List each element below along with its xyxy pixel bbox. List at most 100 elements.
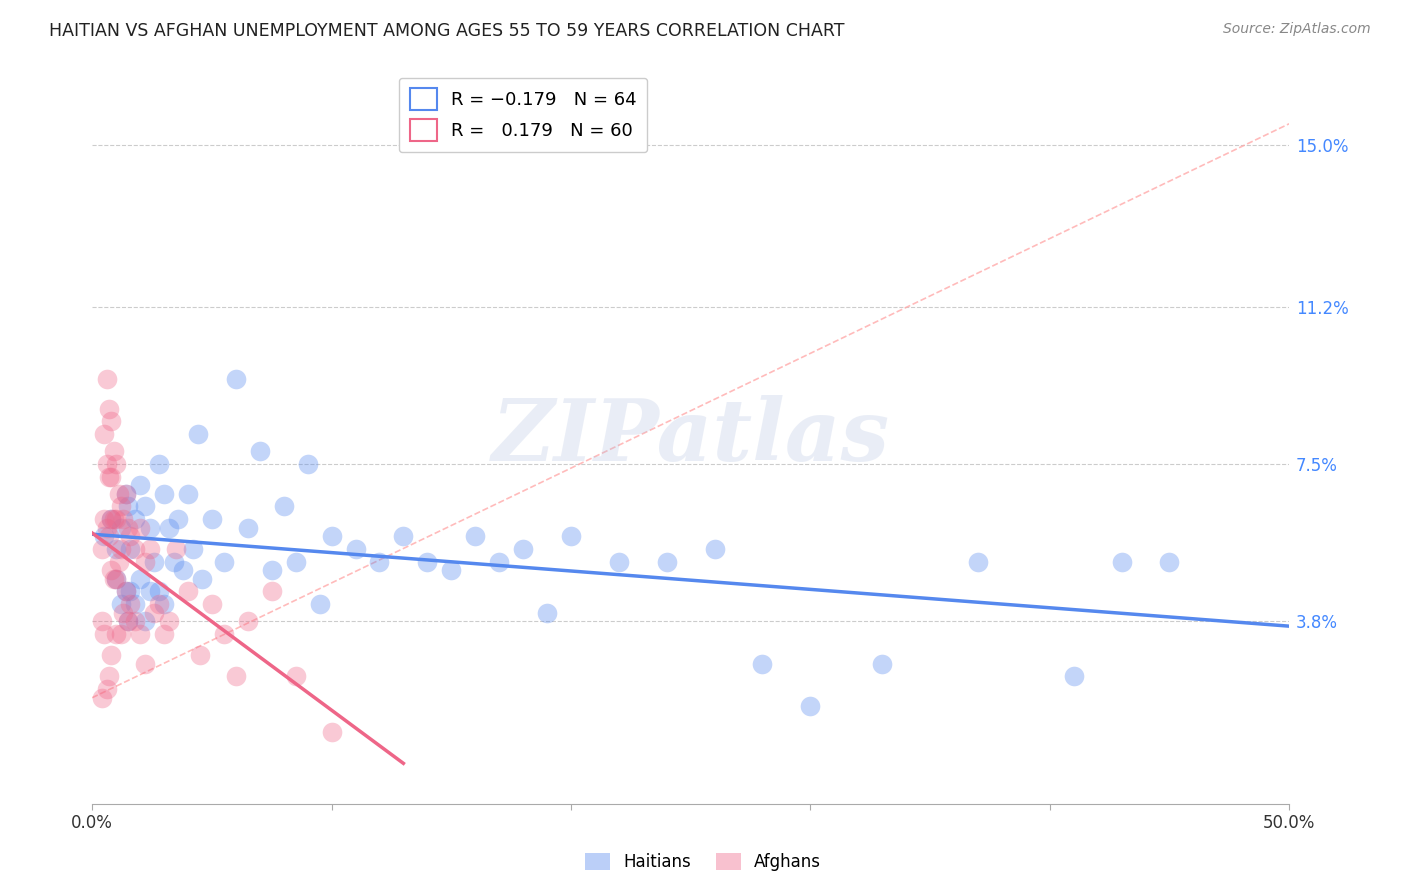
Point xyxy=(100,512,122,526)
Point xyxy=(93,627,115,641)
Point xyxy=(464,529,486,543)
Point xyxy=(100,563,122,577)
Point xyxy=(134,555,156,569)
Point xyxy=(124,512,146,526)
Point xyxy=(273,500,295,514)
Point xyxy=(129,478,152,492)
Point xyxy=(93,529,115,543)
Point xyxy=(110,541,132,556)
Point xyxy=(134,657,156,671)
Point xyxy=(236,521,259,535)
Point xyxy=(129,572,152,586)
Point xyxy=(134,614,156,628)
Point xyxy=(138,584,160,599)
Point xyxy=(107,486,129,500)
Point xyxy=(105,512,128,526)
Point xyxy=(157,614,180,628)
Point xyxy=(1063,669,1085,683)
Point xyxy=(177,584,200,599)
Point xyxy=(321,529,343,543)
Point xyxy=(344,541,367,556)
Point xyxy=(440,563,463,577)
Point xyxy=(148,584,170,599)
Point xyxy=(96,521,118,535)
Point xyxy=(129,521,152,535)
Point xyxy=(124,597,146,611)
Point xyxy=(751,657,773,671)
Point xyxy=(97,669,120,683)
Point xyxy=(105,457,128,471)
Point xyxy=(120,529,142,543)
Point xyxy=(799,699,821,714)
Point xyxy=(201,512,224,526)
Point xyxy=(392,529,415,543)
Text: HAITIAN VS AFGHAN UNEMPLOYMENT AMONG AGES 55 TO 59 YEARS CORRELATION CHART: HAITIAN VS AFGHAN UNEMPLOYMENT AMONG AGE… xyxy=(49,22,845,40)
Point xyxy=(284,555,307,569)
Point xyxy=(321,724,343,739)
Point xyxy=(560,529,582,543)
Point xyxy=(488,555,510,569)
Point xyxy=(90,541,112,556)
Point xyxy=(143,606,166,620)
Point xyxy=(103,444,125,458)
Point xyxy=(110,597,132,611)
Point xyxy=(105,572,128,586)
Point xyxy=(655,555,678,569)
Point xyxy=(129,627,152,641)
Point xyxy=(100,469,122,483)
Point xyxy=(172,563,194,577)
Point xyxy=(703,541,725,556)
Point xyxy=(120,597,142,611)
Point xyxy=(138,541,160,556)
Point xyxy=(97,469,120,483)
Point xyxy=(124,614,146,628)
Point xyxy=(107,555,129,569)
Point xyxy=(181,541,204,556)
Point xyxy=(148,597,170,611)
Point xyxy=(143,555,166,569)
Point xyxy=(90,614,112,628)
Point xyxy=(124,541,146,556)
Point xyxy=(120,584,142,599)
Point xyxy=(105,627,128,641)
Point xyxy=(870,657,893,671)
Point xyxy=(110,521,132,535)
Point xyxy=(191,572,214,586)
Point xyxy=(103,512,125,526)
Point xyxy=(103,572,125,586)
Point xyxy=(114,584,136,599)
Point xyxy=(117,500,139,514)
Point xyxy=(607,555,630,569)
Point xyxy=(167,512,190,526)
Point xyxy=(93,512,115,526)
Point xyxy=(186,427,208,442)
Point xyxy=(153,486,176,500)
Point xyxy=(212,627,235,641)
Point xyxy=(1111,555,1133,569)
Point xyxy=(97,401,120,416)
Point xyxy=(967,555,990,569)
Point xyxy=(188,648,211,663)
Point xyxy=(512,541,534,556)
Point xyxy=(212,555,235,569)
Point xyxy=(93,427,115,442)
Point xyxy=(117,521,139,535)
Point xyxy=(201,597,224,611)
Point xyxy=(114,584,136,599)
Point xyxy=(134,500,156,514)
Point xyxy=(110,500,132,514)
Legend: Haitians, Afghans: Haitians, Afghans xyxy=(576,845,830,880)
Point xyxy=(90,690,112,705)
Point xyxy=(284,669,307,683)
Point xyxy=(110,627,132,641)
Point xyxy=(225,669,247,683)
Point xyxy=(105,572,128,586)
Point xyxy=(260,584,283,599)
Point xyxy=(153,627,176,641)
Point xyxy=(165,541,187,556)
Point xyxy=(96,457,118,471)
Point xyxy=(153,597,176,611)
Point xyxy=(225,372,247,386)
Point xyxy=(297,457,319,471)
Point xyxy=(117,614,139,628)
